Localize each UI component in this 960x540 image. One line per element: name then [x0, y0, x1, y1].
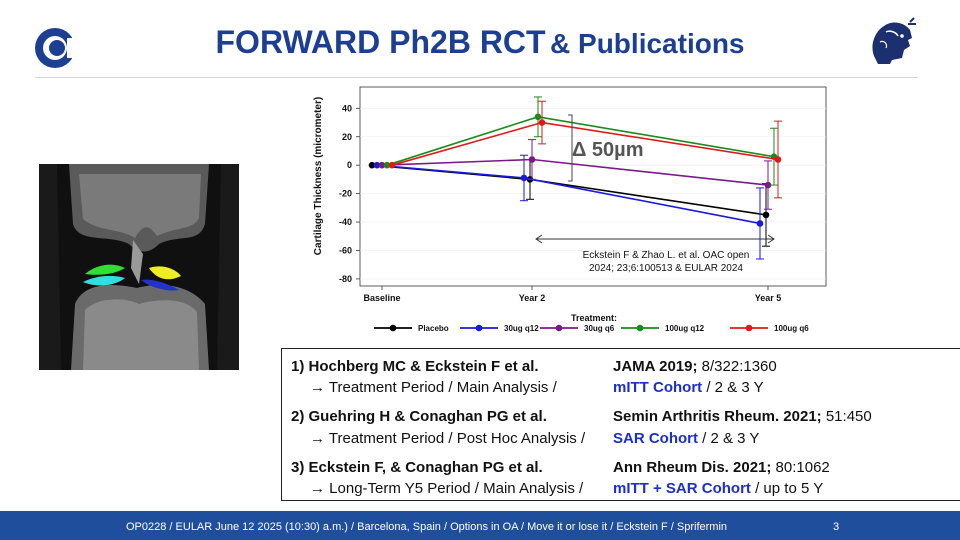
- ref-2-citation: Semin Arthritis Rheum. 2021; 51:450: [613, 408, 872, 425]
- x-tick-label: Year 2: [519, 293, 546, 303]
- citation-arrow: [535, 234, 775, 244]
- series-30ug-q12: [373, 154, 764, 260]
- ref-3-citation: Ann Rheum Dis. 2021; 80:1062: [613, 459, 830, 476]
- x-tick-label: Baseline: [363, 293, 400, 303]
- footer-bar: OP0228 / EULAR June 12 2025 (10:30) a.m.…: [0, 511, 960, 540]
- y-tick-label: -80: [339, 274, 352, 284]
- data-point: [383, 161, 391, 169]
- legend-label: Placebo: [418, 324, 449, 333]
- ref-1-detail: → Treatment Period / Main Analysis /: [310, 379, 557, 396]
- legend-item: 30ug q12: [460, 324, 539, 333]
- data-point: [538, 119, 546, 126]
- citation-line-2: 2024; 23;6:100513 & EULAR 2024: [589, 263, 743, 274]
- page-number: 3: [833, 521, 840, 533]
- references-box: 1) Hochberg MC & Eckstein F et al. → Tre…: [281, 348, 960, 501]
- delta-bracket: [568, 114, 573, 182]
- ref-3-title: 3) Eckstein F, & Conaghan PG et al.: [291, 459, 543, 476]
- legend-label: 30ug q6: [584, 324, 615, 333]
- data-point: [756, 220, 764, 227]
- title-main: FORWARD Ph2B RCT: [215, 24, 546, 60]
- data-point: [764, 181, 772, 189]
- ref-2-cohort: SAR Cohort / 2 & 3 Y: [613, 430, 760, 447]
- institution-logo: [35, 28, 77, 68]
- cartilage-thickness-chart: Cartilage Thickness (micrometer) 40 20 0 -2…: [313, 86, 827, 333]
- y-tick-label: -20: [339, 189, 352, 199]
- y-axis-label: Cartilage Thickness (micrometer): [313, 97, 324, 255]
- university-logo: [872, 17, 916, 64]
- footer-text: OP0228 / EULAR June 12 2025 (10:30) a.m.…: [126, 521, 728, 533]
- series-30ug-q6: [378, 139, 772, 210]
- title-sub: & Publications: [550, 28, 745, 59]
- legend-title: Treatment:: [571, 313, 617, 323]
- data-point: [534, 113, 542, 121]
- data-point: [520, 174, 528, 182]
- knee-mri-image: [39, 164, 239, 370]
- legend-item: 30ug q6: [540, 324, 615, 333]
- x-tick-label: Year 5: [755, 293, 782, 303]
- series-line: [376, 164, 761, 225]
- ref-1-title: 1) Hochberg MC & Eckstein F et al.: [291, 358, 539, 375]
- series-line: [371, 164, 767, 216]
- data-point: [528, 156, 536, 163]
- legend-marker: [555, 324, 563, 332]
- y-tick-label: 40: [342, 103, 352, 113]
- y-tick-label: -40: [339, 217, 352, 227]
- legend-item: 100ug q6: [730, 324, 809, 333]
- legend-marker: [475, 324, 483, 332]
- y-tick-label: -60: [339, 245, 352, 255]
- ref-2-title: 2) Guehring H & Conaghan PG et al.: [291, 408, 547, 425]
- ref-3-cohort: mITT + SAR Cohort / up to 5 Y: [613, 480, 824, 497]
- y-tick-label: 20: [342, 132, 352, 142]
- series-placebo: [368, 158, 770, 247]
- ref-3-detail: → Long-Term Y5 Period / Main Analysis /: [310, 480, 584, 497]
- data-point: [774, 156, 782, 163]
- data-point: [762, 211, 770, 219]
- data-point: [368, 161, 376, 169]
- legend-marker: [389, 324, 397, 332]
- series-100ug-q12: [383, 96, 778, 186]
- ref-1-cohort: mITT Cohort / 2 & 3 Y: [613, 379, 764, 396]
- series-100ug-q6: [388, 100, 782, 199]
- legend-marker: [636, 324, 644, 332]
- title-divider: [35, 77, 918, 78]
- legend-item: Placebo: [374, 324, 449, 333]
- legend-marker: [745, 324, 753, 332]
- data-point: [388, 161, 396, 169]
- legend-label: 30ug q12: [504, 324, 539, 333]
- series-line: [381, 158, 769, 186]
- ref-1-citation: JAMA 2019; 8/322:1360: [613, 358, 777, 375]
- legend-label: 100ug q6: [774, 324, 809, 333]
- data-point: [378, 161, 386, 169]
- legend-item: 100ug q12: [621, 324, 705, 333]
- plot-frame: [359, 86, 827, 287]
- citation-line-1: Eckstein F & Zhao L. et al. OAC open: [583, 250, 750, 261]
- delta-annotation: Δ 50µm: [572, 139, 643, 161]
- ref-2-detail: → Treatment Period / Post Hoc Analysis /: [310, 430, 586, 447]
- legend-label: 100ug q12: [665, 324, 705, 333]
- y-tick-label: 0: [347, 160, 352, 170]
- slide-title: FORWARD Ph2B RCT & Publications: [0, 24, 960, 61]
- data-point: [373, 161, 381, 169]
